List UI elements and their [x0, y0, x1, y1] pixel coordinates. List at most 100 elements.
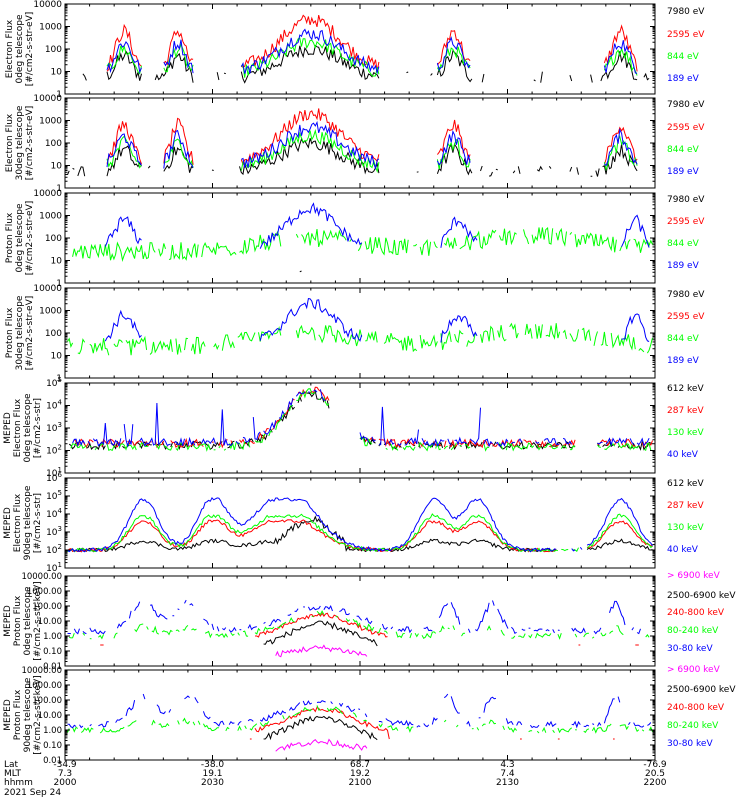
legend-entry: 189 eV	[667, 356, 700, 366]
y-axis-label: Electron Flux	[5, 19, 15, 78]
panel-7: 0.01 0.10 1.00 10.00 100.00 1000.00 10000.00 ME…	[3, 571, 736, 672]
legend-entry: 80-240 keV	[667, 721, 719, 731]
y-tick-label: 0.01	[43, 756, 62, 766]
y-tick-label: 105	[46, 376, 62, 389]
legend-entry: 287 keV	[667, 406, 704, 416]
y-tick-label: 0.10	[43, 741, 62, 751]
legend-entry: 844 eV	[667, 145, 700, 155]
y-tick-label: 1	[56, 184, 62, 194]
y-axis-label: Electron Flux	[13, 493, 23, 552]
legend-entry: 130 keV	[667, 428, 704, 438]
y-axis-label: [#/cm2-s-str]	[33, 398, 43, 458]
panel-8: 0.01 0.10 1.00 10.00 100.00 1000.00 10000.00 ME…	[3, 665, 736, 766]
panel-7-series-3	[100, 613, 651, 645]
y-tick-label: 0.10	[43, 647, 62, 657]
panel-8-series-5	[67, 693, 652, 729]
y-axis-label: 30deg telescope	[15, 295, 25, 370]
legend-entry: 2595 eV	[667, 30, 705, 40]
panel-3-series-4	[104, 202, 650, 249]
y-axis-label: 0deg telescope	[23, 393, 33, 463]
y-axis-label: 90deg telescope	[23, 485, 33, 560]
y-axis-label: [#/cm2-s-str]	[33, 493, 43, 553]
panel-8-traces	[67, 693, 653, 752]
y-tick-label: 100.00	[32, 602, 62, 612]
panel-1-series-2	[106, 14, 638, 72]
panel-8-series-3	[250, 707, 653, 739]
y-axis-label: [#/cm2-s-str-eV]	[25, 201, 35, 276]
y-tick-label: 102	[46, 444, 62, 457]
mlt-tick-label: 7.3	[58, 769, 72, 779]
y-tick-label: 1000	[39, 307, 62, 317]
time-row-label: Lat	[4, 760, 19, 770]
legend-entry: 2595 eV	[667, 217, 705, 227]
legend-entry: 40 keV	[667, 450, 699, 460]
panel-6-frame	[64, 477, 656, 569]
legend-entry: 2500-6900 keV	[667, 685, 736, 695]
y-axis-label: 0deg telescope	[15, 14, 25, 84]
y-tick-label: 1	[56, 374, 62, 384]
mlt-tick-label: 20.5	[645, 769, 665, 779]
panel-3-series-1	[300, 271, 341, 276]
legend-entry: 240-800 keV	[667, 703, 725, 713]
legend-entry: 612 keV	[667, 384, 704, 394]
legend-entry: 844 eV	[667, 239, 700, 249]
legend-entry: 2500-6900 keV	[667, 591, 736, 601]
legend-entry: 7980 eV	[667, 290, 705, 300]
time-row-label: hhmm	[4, 778, 33, 788]
panel-2: 1 10 100 1000 10000 Electron Flux 30deg telesc…	[5, 94, 705, 194]
y-axis-label: Proton Flux	[5, 212, 15, 263]
panel-2-series-2	[106, 108, 638, 166]
y-tick-label: 10000.00	[21, 572, 62, 582]
legend-entry: 30-80 keV	[667, 739, 713, 749]
y-tick-label: 10000	[33, 189, 62, 199]
y-tick-label: 1.00	[43, 726, 62, 736]
legend-entry: 844 eV	[667, 52, 700, 62]
y-axis-label: MEPED	[3, 412, 13, 444]
panel-6-series-4	[67, 497, 653, 553]
y-axis-label: 0deg telescope	[23, 586, 33, 656]
date-label: 2021 Sep 24	[4, 788, 61, 798]
legend-entry: 189 eV	[667, 261, 700, 271]
panel-7-traces	[68, 600, 653, 658]
legend-entry: > 6900 keV	[667, 571, 721, 581]
y-axis-label: MEPED	[3, 605, 13, 637]
legend-entry: 40 keV	[667, 545, 699, 555]
y-tick-label: 10	[51, 68, 63, 78]
panel-3-series-3	[72, 226, 653, 263]
y-tick-label: 10000	[33, 94, 62, 104]
y-axis-label: [#/cm2-s-str-keV]	[33, 675, 43, 754]
mlt-tick-label: 7.4	[500, 769, 515, 779]
panel-5-frame	[64, 382, 656, 474]
legend-entry: 189 eV	[667, 74, 700, 84]
legend-entry: 7980 eV	[667, 7, 705, 17]
y-tick-label: 10000	[33, 284, 62, 294]
panel-3-traces	[72, 202, 653, 276]
panel-1-frame	[64, 3, 656, 95]
y-tick-label: 10.00	[38, 711, 62, 721]
y-tick-label: 10	[51, 257, 63, 267]
panel-3: 1 10 100 1000 10000 Proton Flux 0deg telescope…	[5, 189, 705, 289]
legend-entry: 80-240 keV	[667, 626, 719, 636]
lat-tick-label: 68.7	[350, 760, 370, 770]
y-tick-label: 1000.00	[27, 587, 62, 597]
panel-4: 1 10 100 1000 10000 Proton Flux 30deg telescop…	[5, 284, 705, 384]
y-axis-label: Proton Flux	[13, 595, 23, 646]
mlt-tick-label: 19.1	[202, 769, 222, 779]
y-tick-label: 10000	[33, 0, 62, 10]
panel-4-series-4	[104, 298, 650, 343]
y-tick-label: 1000	[39, 117, 62, 127]
y-axis-label: [#/cm2-s-str-keV]	[33, 581, 43, 660]
panel-7-series-2	[263, 620, 378, 647]
lat-tick-label: -38.0	[201, 760, 225, 770]
y-tick-label: 105	[46, 489, 62, 502]
y-tick-label: 10.00	[38, 617, 62, 627]
panel-5-traces	[68, 386, 653, 452]
lat-tick-label: -76.9	[643, 760, 667, 770]
y-axis-label: [#/cm2-s-str-eV]	[25, 106, 35, 181]
y-axis-label: Electron Flux	[5, 113, 15, 172]
panel-8-frame	[64, 669, 656, 761]
